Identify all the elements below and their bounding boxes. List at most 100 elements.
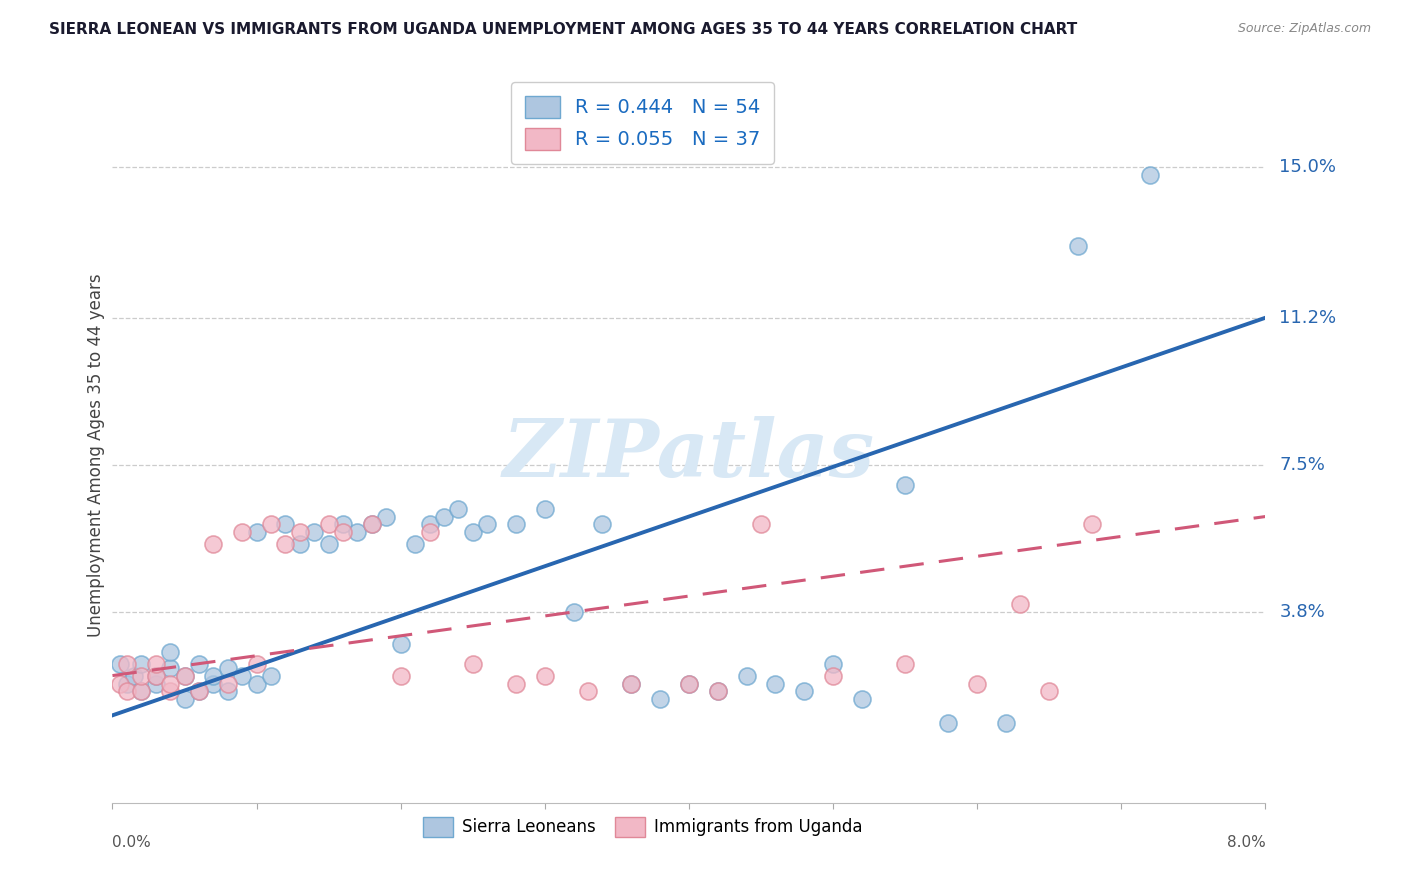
Point	[404, 537, 426, 551]
Point	[1139, 168, 1161, 182]
Point	[620, 676, 643, 690]
Point	[995, 716, 1018, 731]
Point	[1038, 684, 1060, 698]
Text: 3.8%: 3.8%	[1279, 603, 1324, 621]
Point	[231, 525, 253, 540]
Text: 11.2%: 11.2%	[1279, 309, 1337, 326]
Point	[202, 676, 225, 690]
Point	[966, 676, 988, 690]
Point	[274, 517, 297, 532]
Point	[576, 684, 599, 698]
Point	[375, 509, 398, 524]
Point	[1010, 597, 1032, 611]
Point	[260, 668, 283, 682]
Point	[821, 668, 844, 682]
Point	[145, 657, 167, 671]
Point	[188, 657, 211, 671]
Point	[217, 676, 239, 690]
Point	[159, 645, 181, 659]
Point	[115, 684, 138, 698]
Point	[246, 657, 269, 671]
Point	[202, 537, 225, 551]
Point	[461, 657, 484, 671]
Point	[360, 517, 382, 532]
Point	[851, 692, 873, 706]
Point	[122, 668, 145, 682]
Point	[159, 660, 181, 674]
Point	[332, 517, 354, 532]
Point	[246, 676, 269, 690]
Text: 0.0%: 0.0%	[112, 835, 152, 849]
Point	[821, 657, 844, 671]
Point	[735, 668, 758, 682]
Point	[1067, 239, 1090, 253]
Legend: Sierra Leoneans, Immigrants from Uganda: Sierra Leoneans, Immigrants from Uganda	[416, 811, 869, 843]
Point	[188, 684, 211, 698]
Point	[231, 668, 253, 682]
Point	[433, 509, 456, 524]
Point	[173, 668, 195, 682]
Point	[389, 668, 412, 682]
Point	[288, 525, 311, 540]
Point	[145, 668, 167, 682]
Point	[318, 517, 340, 532]
Point	[129, 684, 153, 698]
Point	[765, 676, 787, 690]
Point	[129, 668, 153, 682]
Point	[419, 525, 441, 540]
Point	[346, 525, 368, 540]
Point	[1081, 517, 1104, 532]
Point	[894, 657, 917, 671]
Point	[274, 537, 297, 551]
Point	[938, 716, 960, 731]
Point	[749, 517, 772, 532]
Point	[533, 668, 555, 682]
Point	[562, 605, 585, 619]
Point	[159, 676, 181, 690]
Point	[108, 676, 131, 690]
Point	[419, 517, 441, 532]
Point	[505, 517, 527, 532]
Point	[129, 657, 153, 671]
Point	[894, 477, 917, 491]
Point	[447, 501, 470, 516]
Y-axis label: Unemployment Among Ages 35 to 44 years: Unemployment Among Ages 35 to 44 years	[87, 273, 105, 637]
Point	[332, 525, 354, 540]
Point	[304, 525, 326, 540]
Text: 8.0%: 8.0%	[1226, 835, 1265, 849]
Text: SIERRA LEONEAN VS IMMIGRANTS FROM UGANDA UNEMPLOYMENT AMONG AGES 35 TO 44 YEARS : SIERRA LEONEAN VS IMMIGRANTS FROM UGANDA…	[49, 22, 1077, 37]
Point	[145, 668, 167, 682]
Point	[145, 676, 167, 690]
Point	[202, 668, 225, 682]
Point	[678, 676, 700, 690]
Point	[360, 517, 382, 532]
Point	[246, 525, 269, 540]
Point	[707, 684, 730, 698]
Point	[115, 657, 138, 671]
Point	[188, 684, 211, 698]
Point	[505, 676, 527, 690]
Point	[707, 684, 730, 698]
Point	[592, 517, 614, 532]
Point	[389, 637, 412, 651]
Point	[620, 676, 643, 690]
Point	[173, 668, 195, 682]
Text: Source: ZipAtlas.com: Source: ZipAtlas.com	[1237, 22, 1371, 36]
Point	[159, 684, 181, 698]
Point	[475, 517, 498, 532]
Point	[793, 684, 815, 698]
Text: 15.0%: 15.0%	[1279, 158, 1336, 176]
Point	[115, 676, 138, 690]
Point	[318, 537, 340, 551]
Point	[288, 537, 311, 551]
Point	[533, 501, 555, 516]
Point	[260, 517, 283, 532]
Point	[217, 684, 239, 698]
Point	[678, 676, 700, 690]
Text: ZIPatlas: ZIPatlas	[503, 417, 875, 493]
Text: 7.5%: 7.5%	[1279, 456, 1326, 474]
Point	[173, 692, 195, 706]
Point	[129, 684, 153, 698]
Point	[108, 657, 131, 671]
Point	[648, 692, 672, 706]
